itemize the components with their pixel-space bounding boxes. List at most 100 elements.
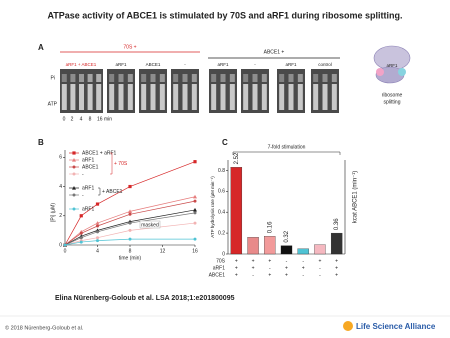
marker <box>193 207 197 212</box>
legend-label: ABCE1 + aRF1 <box>82 150 117 156</box>
kcat-label: 0.32 <box>284 230 290 242</box>
marker <box>96 239 99 243</box>
gel-band <box>279 74 285 82</box>
condition-mark: - <box>269 265 271 271</box>
marker <box>72 151 76 155</box>
condition-mark: + <box>235 265 238 271</box>
marker <box>72 165 76 169</box>
diagram-caption: ribosome <box>382 92 403 98</box>
gel-band <box>297 74 303 82</box>
marker <box>95 221 100 225</box>
gel-band <box>211 74 217 82</box>
time-label: 16 min <box>97 116 112 122</box>
condition-label: 70S <box>216 258 226 264</box>
marker <box>193 194 197 199</box>
gel-band <box>279 84 285 110</box>
marker <box>128 184 132 189</box>
condition-mark: + <box>235 258 238 264</box>
y-tick-label: 2 <box>59 213 62 219</box>
kcat-label: 0.36 <box>334 218 340 230</box>
lane-label: aRF1 <box>115 62 127 67</box>
gel-band <box>261 74 267 82</box>
legend-label: - <box>82 171 84 177</box>
gel-band <box>313 74 319 82</box>
marker <box>193 237 197 241</box>
panel-letter: B <box>38 138 44 147</box>
annotation-box <box>139 220 161 229</box>
y-tick-label: 0.2 <box>218 230 225 236</box>
bar <box>297 248 309 255</box>
marker <box>79 240 83 244</box>
gel-band <box>70 84 76 110</box>
gel-band <box>159 74 165 82</box>
bar <box>230 167 243 255</box>
marker <box>95 202 100 206</box>
gel-band <box>182 74 188 82</box>
marker <box>96 230 99 234</box>
marker <box>193 221 197 225</box>
bar <box>264 236 276 255</box>
legend-bracket <box>110 152 113 175</box>
bar <box>280 245 293 255</box>
y-axis-label: ATP hydrolysis rate (µM min⁻¹) <box>210 176 215 238</box>
marker <box>72 186 76 190</box>
group-label: + ABCE1 <box>102 189 123 195</box>
x-tick-label: 16 <box>192 248 198 254</box>
gel-band <box>173 74 179 82</box>
gel-band <box>79 84 84 110</box>
condition-label: ABCE1 <box>209 272 226 278</box>
gel-band <box>96 84 102 110</box>
gel-band <box>191 84 197 110</box>
lane-label: - <box>254 62 256 67</box>
condition-mark: - <box>252 272 254 278</box>
row-label: Pi <box>51 75 55 81</box>
group-label: ABCE1 + <box>264 49 285 55</box>
y-tick-label: 6 <box>59 155 62 161</box>
gel-band <box>261 84 267 110</box>
condition-mark: + <box>335 272 338 278</box>
time-label: 8 <box>89 116 92 122</box>
marker <box>63 243 67 247</box>
row-label: ATP <box>48 101 58 107</box>
diagram-caption: splitting <box>384 99 401 105</box>
kcat-label: 0.16 <box>267 221 273 233</box>
gel-band <box>322 74 328 82</box>
legend-label: - <box>82 192 84 198</box>
marker <box>96 236 99 240</box>
gel-band <box>243 84 249 110</box>
condition-mark: + <box>268 258 271 264</box>
panel-a: A 70S + ABCE1 + aRF1 + ABCE1 aRF1 ABCE1 … <box>38 43 411 122</box>
condition-mark: - <box>286 258 288 264</box>
marker <box>193 160 197 164</box>
legend-bracket <box>98 187 101 196</box>
gel-band <box>159 84 165 110</box>
marker <box>79 236 83 240</box>
lane-label: aRF1 <box>285 62 297 67</box>
gel-band <box>61 84 67 110</box>
gel-band <box>109 74 115 82</box>
gel-band <box>252 74 258 82</box>
condition-mark: + <box>302 265 305 271</box>
gel-band <box>211 84 217 110</box>
legend-label: aRF1 <box>82 157 94 163</box>
x-tick-label: 8 <box>129 248 132 254</box>
series-line <box>64 161 196 246</box>
lane-label: aRF1 <box>217 62 229 67</box>
gel-band <box>79 74 84 82</box>
logo: Life Science Alliance <box>356 322 436 331</box>
condition-mark: + <box>285 272 288 278</box>
marker <box>193 199 197 203</box>
y-tick-label: 4 <box>59 184 62 190</box>
gel-band <box>191 74 197 82</box>
condition-mark: + <box>252 265 255 271</box>
marker <box>72 158 76 162</box>
condition-mark: + <box>285 265 288 271</box>
logo-icon <box>343 321 353 331</box>
gel-band <box>313 84 319 110</box>
condition-mark: + <box>235 272 238 278</box>
marker <box>96 224 99 228</box>
bar <box>314 244 326 255</box>
bracket <box>232 151 341 155</box>
condition-mark: - <box>319 265 321 271</box>
